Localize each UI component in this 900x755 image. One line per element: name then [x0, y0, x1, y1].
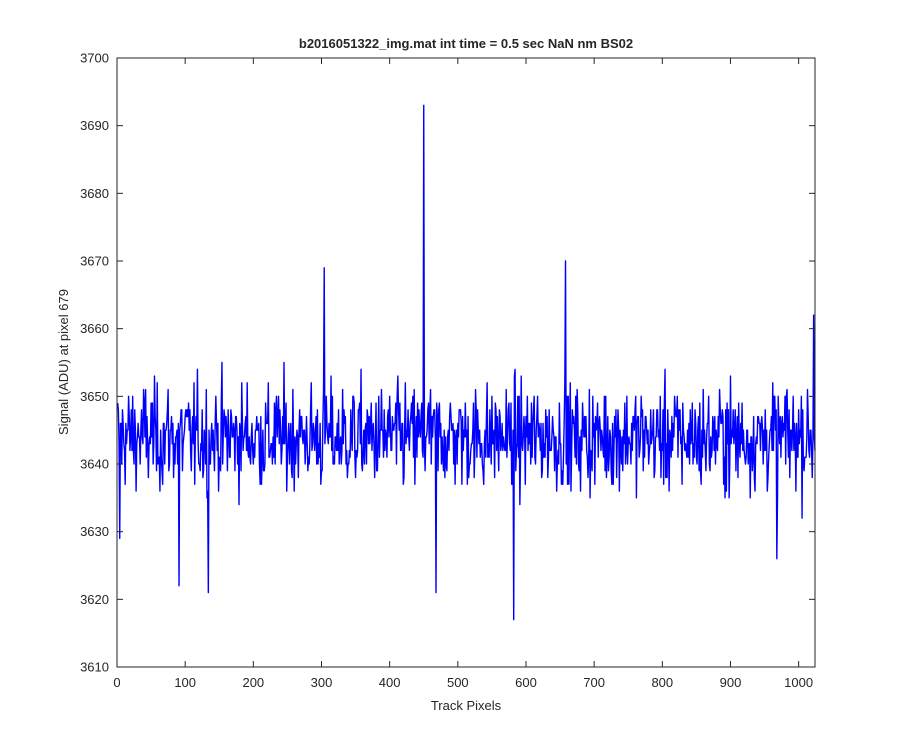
x-tick-label: 500 — [447, 675, 469, 690]
x-tick-label: 900 — [720, 675, 742, 690]
y-tick-label: 3620 — [80, 592, 109, 607]
signal-series-line — [116, 104, 816, 621]
y-tick-label: 3610 — [80, 660, 109, 675]
y-tick-label: 3690 — [80, 118, 109, 133]
x-tick-label: 800 — [651, 675, 673, 690]
y-tick-label: 3680 — [80, 186, 109, 201]
x-axis-label: Track Pixels — [431, 698, 502, 713]
y-tick-label: 3660 — [80, 321, 109, 336]
x-tick-label: 1000 — [784, 675, 813, 690]
y-tick-label: 3670 — [80, 254, 109, 269]
x-tick-label: 300 — [311, 675, 333, 690]
y-tick-label: 3630 — [80, 524, 109, 539]
y-tick-label: 3700 — [80, 51, 109, 66]
series-layer — [116, 104, 816, 621]
x-tick-label: 600 — [515, 675, 537, 690]
y-axis-ticks: 3610 3620 3630 3640 3650 3660 3670 3680 3690 3700 — [80, 51, 815, 675]
plot-area — [117, 58, 815, 667]
x-axis-ticks: 0 100 200 300 400 500 600 700 800 900 1000 — [113, 58, 813, 690]
x-tick-label: 400 — [379, 675, 401, 690]
y-tick-label: 3650 — [80, 389, 109, 404]
axes-box — [116, 57, 816, 668]
x-tick-label: 200 — [242, 675, 264, 690]
x-tick-label: 700 — [583, 675, 605, 690]
x-tick-label: 100 — [174, 675, 196, 690]
chart-title: b2016051322_img.mat int time = 0.5 sec N… — [299, 36, 633, 51]
y-tick-label: 3640 — [80, 457, 109, 472]
y-axis-label: Signal (ADU) at pixel 679 — [56, 289, 71, 435]
x-tick-label: 0 — [113, 675, 120, 690]
